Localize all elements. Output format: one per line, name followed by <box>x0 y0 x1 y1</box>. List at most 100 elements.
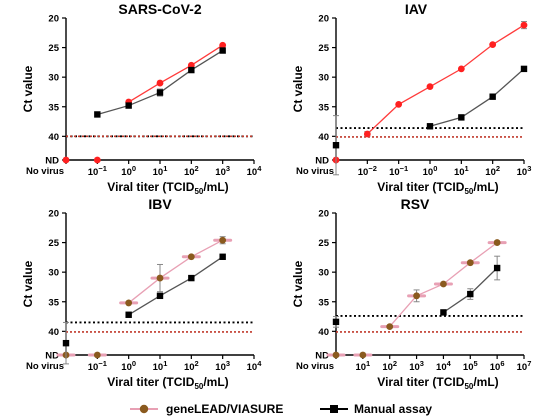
data-point-manual <box>219 47 226 54</box>
series-line-gene <box>366 24 525 135</box>
data-point-gene <box>413 292 420 300</box>
data-point-manual <box>489 93 496 100</box>
x-axis-label: Viral titer (TCID50/mL) <box>377 180 498 196</box>
x-tick-label: 104 <box>247 359 263 373</box>
y-tick-label: 40 <box>318 132 329 143</box>
x-tick-label: 103 <box>409 359 424 373</box>
y-axis-label: Ct value <box>291 65 305 112</box>
x-tick-label: 101 <box>153 164 168 178</box>
data-point-gene <box>219 41 227 49</box>
y-tick-label: 30 <box>48 268 59 279</box>
y-tick-label: 20 <box>48 14 59 25</box>
legend-item-gene: geneLEAD/VIASURE <box>130 402 283 416</box>
x-tick-label: 10−2 <box>358 164 377 178</box>
data-point-gene <box>426 83 434 91</box>
x-tick-label: 104 <box>436 359 452 373</box>
series-line-manual <box>128 256 224 316</box>
x-tick-label: No virus <box>296 361 334 372</box>
x-tick-label: 103 <box>215 164 230 178</box>
y-axis-label: Ct value <box>21 260 35 307</box>
legend-label: Manual assay <box>354 402 432 416</box>
x-tick-label: 102 <box>184 164 199 178</box>
x-tick-label: No virus <box>296 166 334 177</box>
x-tick-label: 102 <box>485 164 500 178</box>
x-tick-label: 104 <box>247 164 263 178</box>
x-tick-label: 10−1 <box>389 164 408 178</box>
data-point-gene <box>93 156 101 164</box>
data-point-manual <box>332 142 340 149</box>
data-point-gene <box>440 280 447 288</box>
y-tick-label: 25 <box>48 238 59 249</box>
legend-marker-square <box>330 405 338 413</box>
chart-title: IBV <box>148 196 172 212</box>
y-tick-label: 20 <box>48 209 59 220</box>
y-tick-label: 40 <box>48 327 59 338</box>
series-line-gene <box>128 44 224 103</box>
legend-item-manual: Manual assay <box>320 402 432 416</box>
y-tick-label: ND <box>315 156 329 167</box>
x-axis-label: Viral titer (TCID50/mL) <box>107 180 228 196</box>
data-point-gene <box>187 253 195 261</box>
x-axis-label: Viral titer (TCID50/mL) <box>107 375 228 391</box>
data-point-manual <box>520 65 528 73</box>
data-point-gene <box>466 259 474 267</box>
y-tick-label: 35 <box>318 297 329 308</box>
x-tick-label: 10−1 <box>88 359 107 373</box>
data-point-gene <box>156 274 164 282</box>
legend-marker-circle <box>139 404 149 414</box>
data-point-gene <box>93 351 101 359</box>
data-point-manual <box>94 111 101 118</box>
y-tick-label: ND <box>45 351 59 362</box>
data-point-gene <box>489 41 497 49</box>
data-point-manual <box>188 274 195 282</box>
data-point-gene <box>520 21 528 29</box>
data-point-gene <box>156 79 164 87</box>
x-tick-label: 100 <box>121 359 136 373</box>
y-tick-label: 35 <box>48 102 59 113</box>
x-tick-label: 101 <box>153 359 168 373</box>
x-tick-label: 101 <box>454 164 469 178</box>
data-point-gene <box>386 323 394 330</box>
y-tick-label: 30 <box>48 73 59 84</box>
y-tick-label: ND <box>45 156 59 167</box>
y-tick-label: 25 <box>318 238 329 249</box>
x-tick-label: 101 <box>355 359 370 373</box>
data-point-manual <box>426 123 434 130</box>
y-tick-label: 20 <box>318 209 329 220</box>
data-point-manual <box>188 66 195 74</box>
data-point-gene <box>332 351 340 359</box>
chart-title: IAV <box>405 1 428 17</box>
x-tick-label: 10−1 <box>88 164 107 178</box>
x-tick-label: 107 <box>517 359 532 373</box>
x-tick-label: 103 <box>517 164 532 178</box>
data-point-manual <box>493 264 501 272</box>
x-tick-label: 106 <box>490 359 505 373</box>
y-tick-label: 30 <box>318 268 329 279</box>
data-point-gene <box>363 130 371 138</box>
data-point-gene <box>395 100 403 108</box>
data-point-manual <box>156 89 164 96</box>
x-tick-label: No virus <box>26 361 64 372</box>
y-tick-label: 40 <box>48 132 59 143</box>
y-axis-label: Ct value <box>21 65 35 112</box>
x-tick-label: 100 <box>121 164 136 178</box>
y-tick-label: 35 <box>318 102 329 113</box>
x-tick-label: 105 <box>463 359 478 373</box>
x-axis-label: Viral titer (TCID50/mL) <box>377 375 498 391</box>
legend: geneLEAD/VIASURE Manual assay <box>130 402 432 416</box>
series-line-gene <box>128 239 223 304</box>
data-point-gene <box>62 156 70 164</box>
data-point-manual <box>125 311 132 318</box>
y-tick-label: 25 <box>318 43 329 54</box>
data-point-gene <box>219 236 227 244</box>
data-point-gene <box>493 239 501 246</box>
data-point-gene <box>125 299 133 307</box>
y-tick-label: 20 <box>318 14 329 25</box>
x-tick-label: No virus <box>26 166 64 177</box>
x-tick-label: 100 <box>423 164 438 178</box>
y-tick-label: 35 <box>48 297 59 308</box>
chart-title: SARS-CoV-2 <box>118 1 201 17</box>
